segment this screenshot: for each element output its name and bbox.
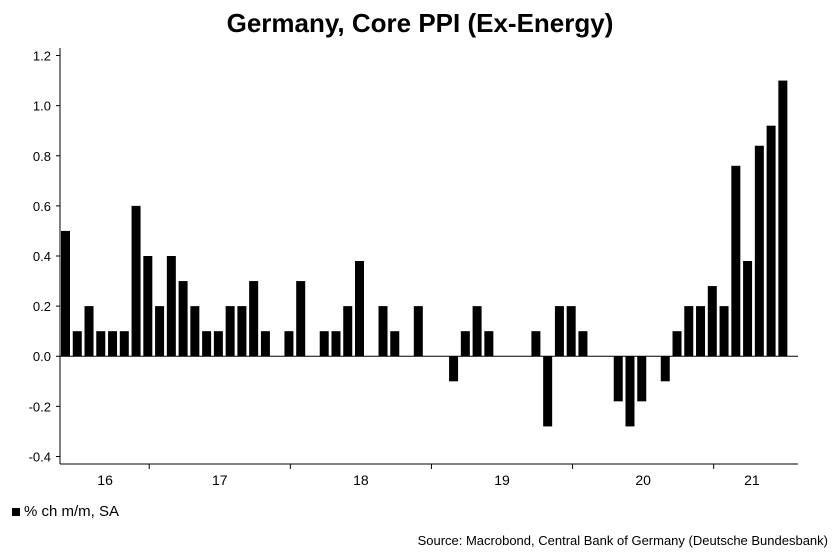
bar bbox=[249, 281, 259, 357]
bar bbox=[637, 356, 647, 402]
bar bbox=[190, 306, 200, 357]
bar bbox=[613, 356, 623, 402]
bar bbox=[566, 306, 576, 357]
bar bbox=[484, 331, 494, 357]
chart-plot: -0.4 -0.2 0.0 0.2 0.4 0.6 0.8 1.0 1.2 16 17 18 19 20… bbox=[29, 48, 798, 488]
x-tick-label: 20 bbox=[635, 472, 651, 488]
y-tick-label: 1.2 bbox=[33, 49, 51, 64]
bar bbox=[378, 306, 388, 357]
legend: % ch m/m, SA bbox=[12, 503, 119, 520]
x-tick-label: 17 bbox=[212, 472, 228, 488]
y-tick-label: -0.2 bbox=[29, 399, 51, 414]
bar-series bbox=[61, 80, 788, 427]
bar bbox=[672, 331, 682, 357]
bar bbox=[660, 356, 670, 382]
x-tick-label: 18 bbox=[353, 472, 369, 488]
bar bbox=[166, 256, 176, 357]
bar bbox=[143, 256, 153, 357]
bar bbox=[766, 125, 776, 357]
source-note: Source: Macrobond, Central Bank of Germa… bbox=[417, 533, 828, 548]
bar bbox=[707, 286, 717, 357]
bar bbox=[296, 281, 306, 357]
x-tick-label: 19 bbox=[494, 472, 510, 488]
y-tick-label: 0.2 bbox=[33, 299, 51, 314]
legend-swatch bbox=[12, 507, 20, 516]
x-axis: 16 17 18 19 20 21 bbox=[60, 463, 798, 488]
bar bbox=[84, 306, 94, 357]
y-tick-label: 0.6 bbox=[33, 199, 51, 214]
bar bbox=[625, 356, 635, 427]
bar bbox=[578, 331, 588, 357]
y-tick-label: 1.0 bbox=[33, 99, 51, 114]
bar bbox=[284, 331, 294, 357]
bar bbox=[72, 331, 82, 357]
bar bbox=[731, 165, 741, 357]
bar bbox=[225, 306, 235, 357]
bar bbox=[96, 331, 106, 357]
y-axis: -0.4 -0.2 0.0 0.2 0.4 0.6 0.8 1.0 1.2 bbox=[29, 48, 61, 464]
bar bbox=[472, 306, 482, 357]
bar bbox=[108, 331, 118, 357]
bar bbox=[355, 261, 364, 357]
legend-label: % ch m/m, SA bbox=[24, 503, 120, 520]
x-tick-label: 16 bbox=[97, 472, 113, 488]
bar bbox=[684, 306, 694, 357]
bar bbox=[778, 80, 788, 357]
chart-title: Germany, Core PPI (Ex-Energy) bbox=[226, 8, 614, 38]
y-tick-label: -0.4 bbox=[29, 449, 51, 464]
y-tick-label: 0.8 bbox=[33, 149, 51, 164]
bar bbox=[119, 331, 129, 357]
bar bbox=[460, 331, 470, 357]
bar bbox=[178, 281, 188, 357]
bar bbox=[449, 356, 459, 382]
y-tick-label: 0.0 bbox=[33, 349, 51, 364]
bar bbox=[155, 306, 165, 357]
bar bbox=[743, 261, 753, 357]
bar bbox=[131, 205, 141, 357]
bar bbox=[343, 306, 353, 357]
bar bbox=[413, 306, 423, 357]
bar bbox=[61, 230, 70, 357]
x-tick-label: 21 bbox=[744, 472, 760, 488]
bar bbox=[531, 331, 541, 357]
bar bbox=[319, 331, 329, 357]
bar bbox=[543, 356, 553, 427]
bar bbox=[554, 306, 564, 357]
bar bbox=[237, 306, 247, 357]
bar bbox=[213, 331, 223, 357]
bar bbox=[719, 306, 729, 357]
bar bbox=[754, 145, 764, 357]
bar bbox=[390, 331, 400, 357]
bar bbox=[202, 331, 212, 357]
y-tick-label: 0.4 bbox=[33, 249, 51, 264]
bar bbox=[696, 306, 706, 357]
bar bbox=[260, 331, 270, 357]
bar bbox=[331, 331, 341, 357]
